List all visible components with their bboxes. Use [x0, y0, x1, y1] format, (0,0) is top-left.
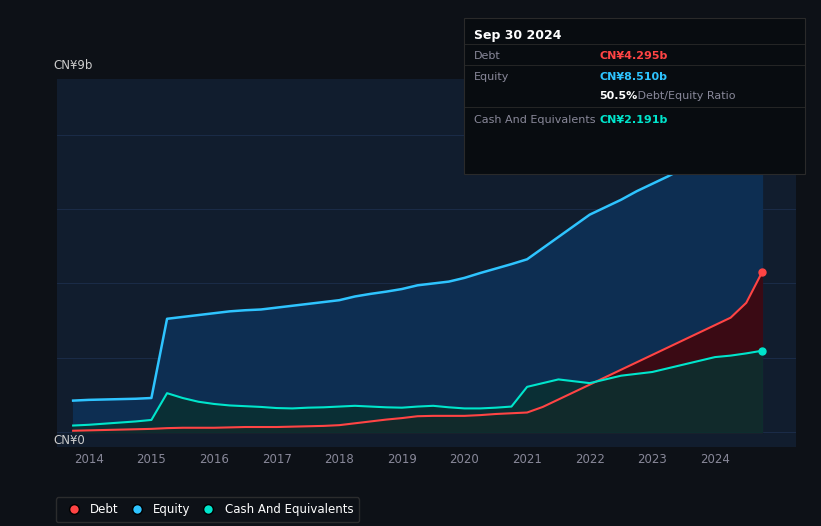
Text: Equity: Equity [474, 72, 509, 83]
Text: Cash And Equivalents: Cash And Equivalents [474, 115, 595, 125]
Text: Debt: Debt [474, 51, 501, 62]
Text: CN¥2.191b: CN¥2.191b [599, 115, 667, 125]
Text: 50.5%: 50.5% [599, 91, 638, 102]
Text: Debt/Equity Ratio: Debt/Equity Ratio [634, 91, 736, 102]
Legend: Debt, Equity, Cash And Equivalents: Debt, Equity, Cash And Equivalents [56, 498, 360, 522]
Text: CN¥9b: CN¥9b [54, 58, 93, 72]
Text: CN¥4.295b: CN¥4.295b [599, 51, 667, 62]
Text: Sep 30 2024: Sep 30 2024 [474, 29, 562, 42]
Text: CN¥8.510b: CN¥8.510b [599, 72, 667, 83]
Text: CN¥0: CN¥0 [54, 434, 85, 447]
